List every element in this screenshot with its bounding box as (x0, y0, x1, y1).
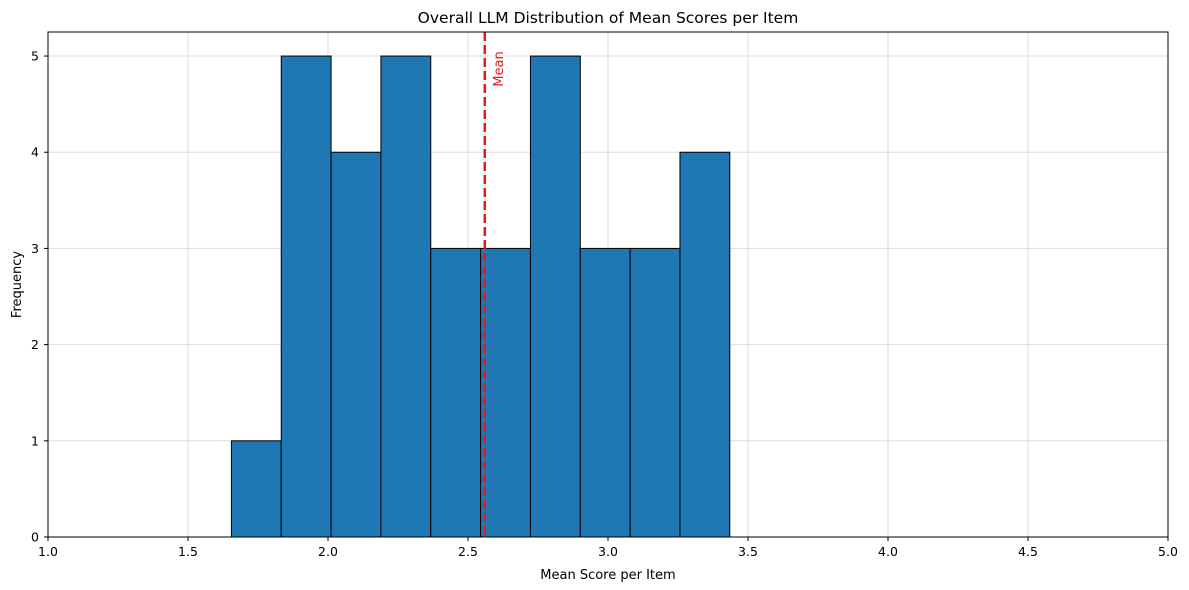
histogram-bar-9 (679, 151, 731, 538)
histogram-bar-1 (280, 55, 332, 538)
histogram-bar-5 (480, 247, 531, 538)
y-tick-label-4: 4 (31, 145, 39, 160)
histogram-bar-7 (579, 247, 631, 538)
x-tick-label-7: 4.5 (1018, 544, 1038, 559)
x-tick-label-1: 1.5 (178, 544, 198, 559)
histogram-bar-8 (629, 247, 681, 538)
y-tick-label-5: 5 (31, 49, 39, 64)
x-tick-label-0: 1.0 (38, 544, 58, 559)
y-tick-label-3: 3 (31, 241, 39, 256)
x-tick-label-2: 2.0 (318, 544, 338, 559)
y-tick-label-0: 0 (31, 530, 39, 545)
x-tick-label-8: 5.0 (1158, 544, 1178, 559)
y-tick-label-1: 1 (31, 433, 39, 448)
x-tick-label-5: 3.5 (738, 544, 758, 559)
histogram-bar-6 (529, 55, 581, 538)
histogram-bar-3 (380, 55, 432, 538)
chart-title: Overall LLM Distribution of Mean Scores … (418, 9, 799, 27)
x-tick-label-3: 2.5 (458, 544, 478, 559)
x-tick-label-6: 4.0 (878, 544, 898, 559)
x-axis: 1.0 1.5 2.0 2.5 3.0 3.5 4.0 4.5 5.0 (38, 537, 1178, 559)
histogram-bar-4 (430, 247, 482, 538)
histogram-bar-2 (330, 151, 382, 538)
y-tick-label-2: 2 (31, 337, 39, 352)
y-axis-label: Frequency (10, 251, 25, 318)
histogram-bar-0 (230, 440, 282, 538)
mean-indicator: Mean (483, 32, 507, 537)
histogram-bars (230, 55, 731, 538)
y-axis: 0 1 2 3 4 5 (31, 49, 48, 545)
x-axis-label: Mean Score per Item (540, 568, 675, 583)
mean-label: Mean (492, 51, 507, 86)
x-tick-label-4: 3.0 (598, 544, 618, 559)
